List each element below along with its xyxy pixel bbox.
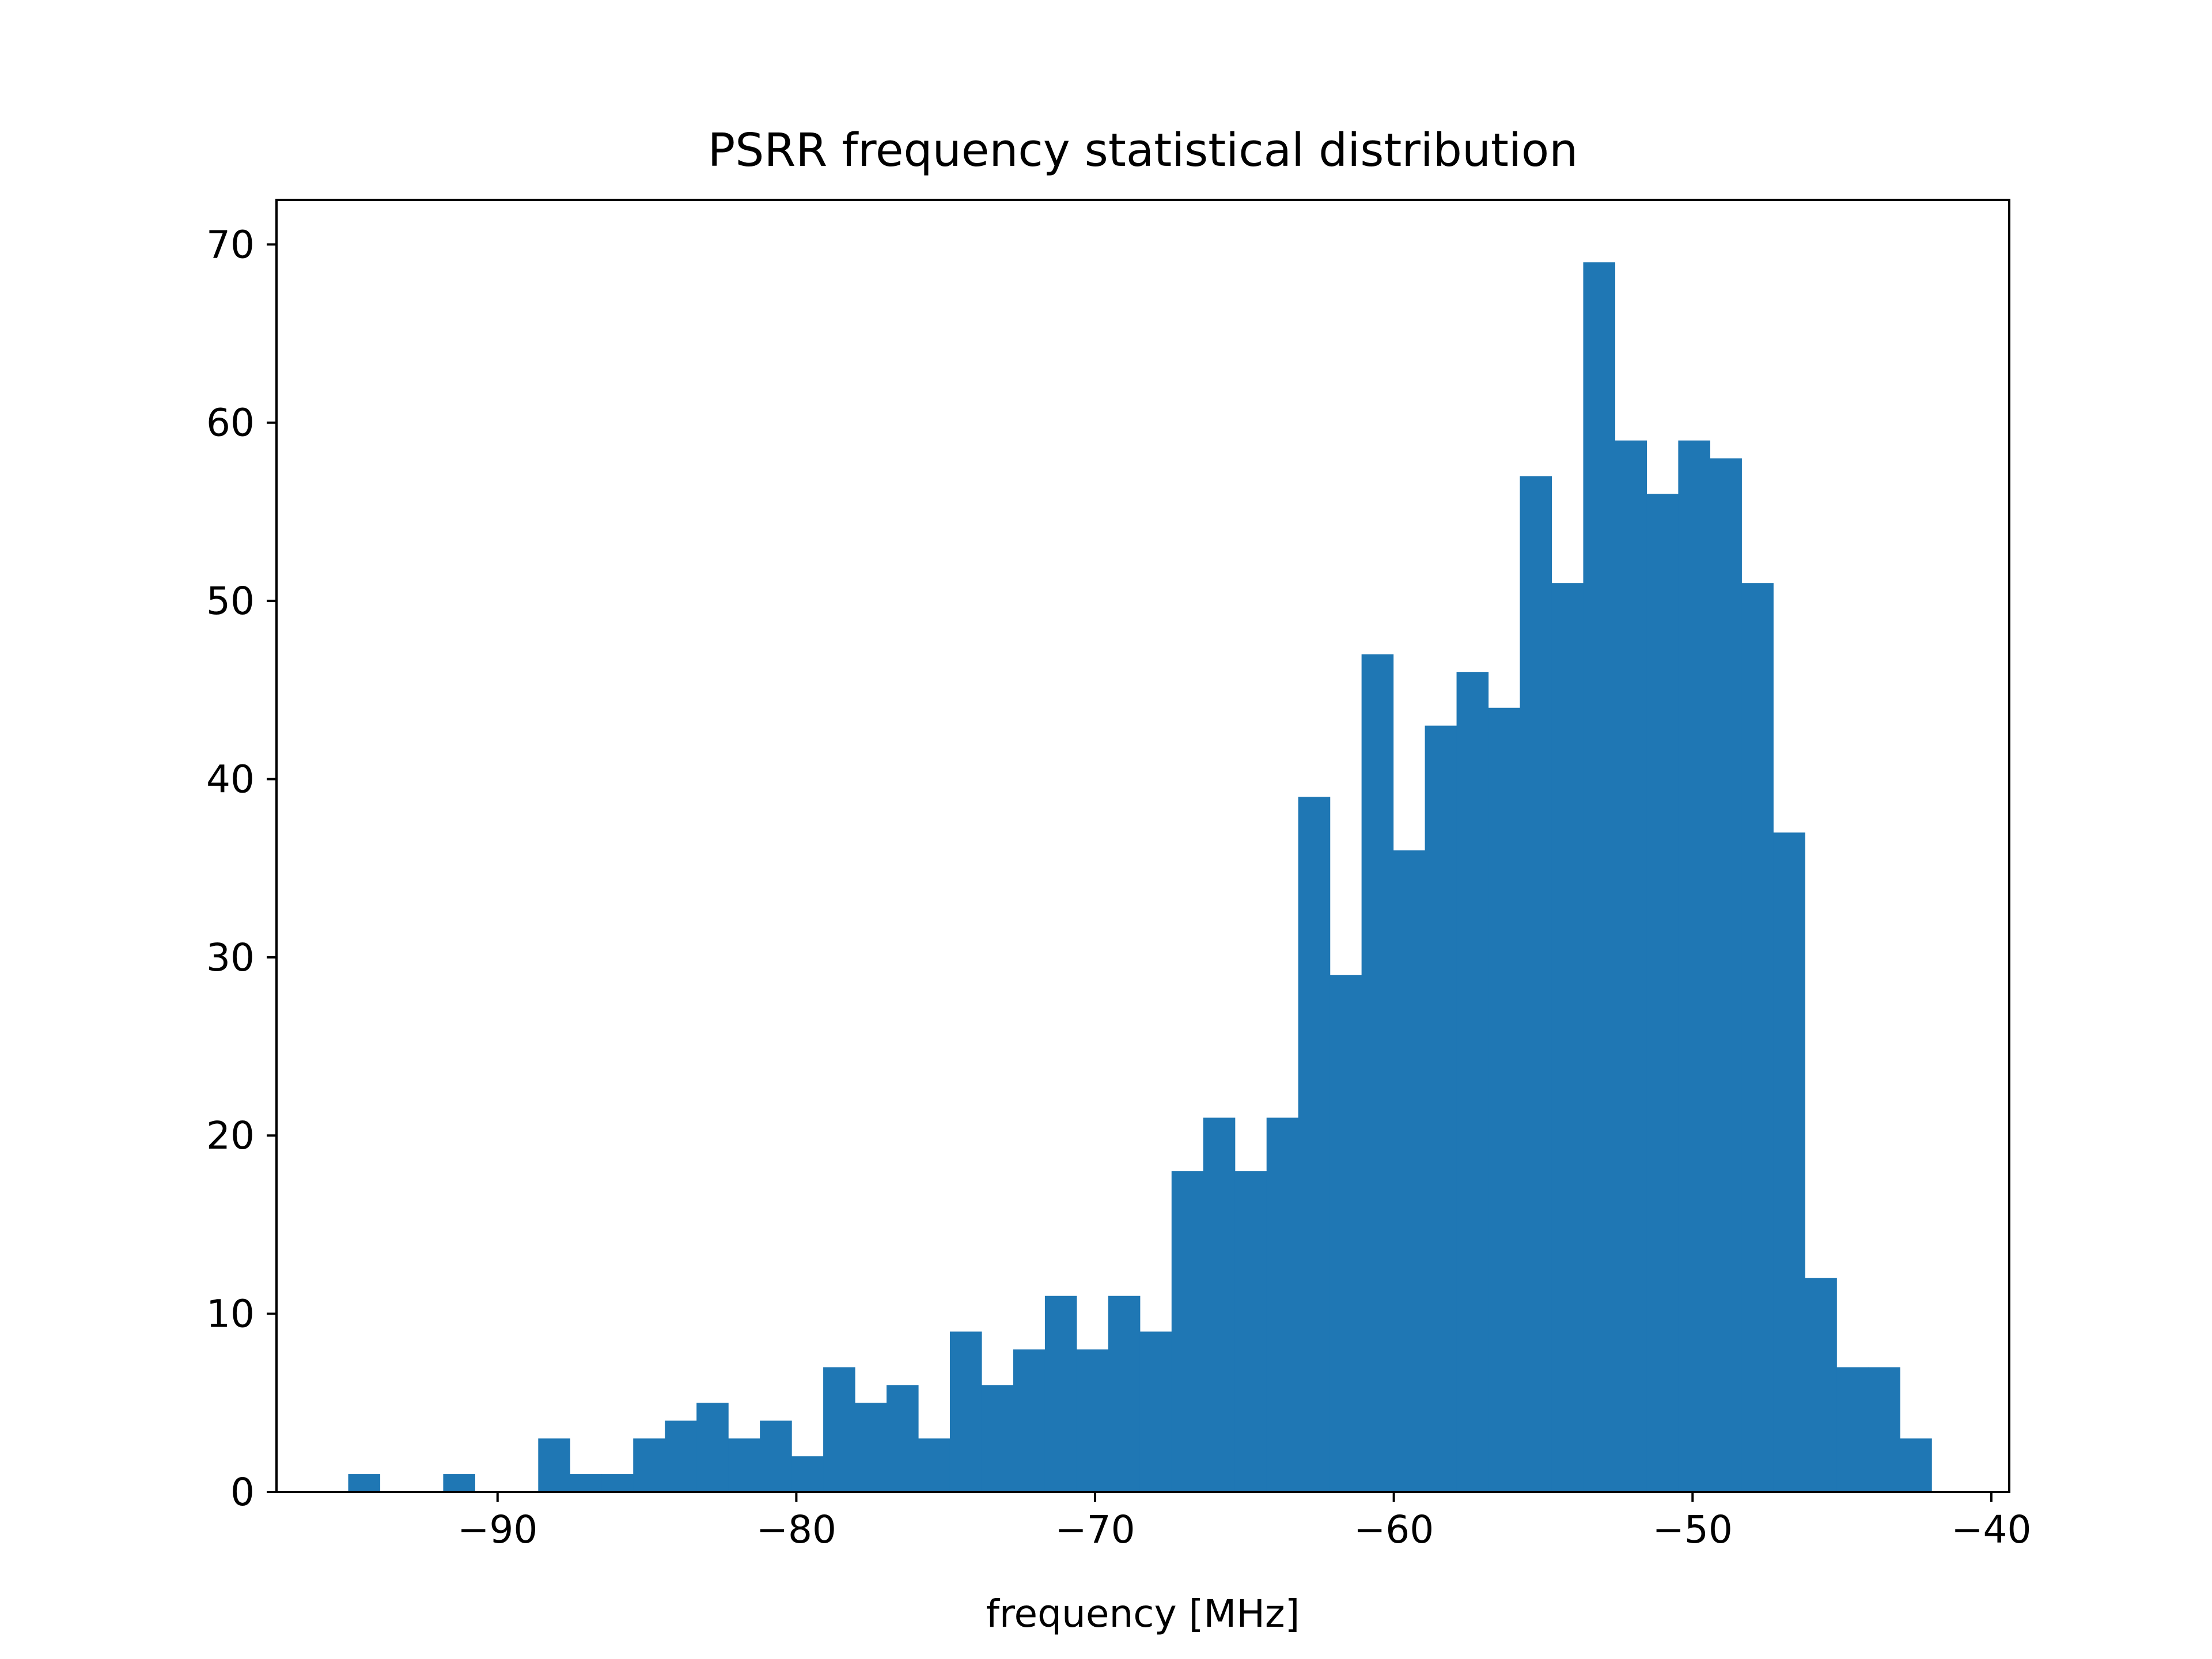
- y-tick-label: 60: [206, 401, 255, 445]
- histogram-bar: [1139, 1331, 1172, 1492]
- histogram-bar: [633, 1438, 665, 1492]
- x-tick-label: −50: [1653, 1508, 1733, 1552]
- histogram-bar: [1773, 832, 1805, 1492]
- histogram-bar: [1741, 583, 1774, 1492]
- histogram-bar: [1615, 440, 1647, 1492]
- histogram-bar: [1520, 476, 1552, 1493]
- x-tick-label: −60: [1354, 1508, 1434, 1552]
- histogram-bar: [1678, 440, 1710, 1492]
- histogram-bar: [1361, 654, 1394, 1492]
- histogram-bar: [1393, 850, 1426, 1492]
- y-axis: 0 10 20 30 40 50 60 70: [206, 222, 276, 1514]
- histogram-bar: [855, 1403, 887, 1492]
- histogram-bar: [1171, 1171, 1204, 1492]
- histogram-bar: [1203, 1118, 1236, 1492]
- y-tick-label: 20: [206, 1113, 255, 1158]
- x-tick-label: −70: [1055, 1508, 1135, 1552]
- y-tick-label: 10: [206, 1292, 255, 1336]
- histogram-bar: [1583, 262, 1616, 1493]
- histogram-bar: [1805, 1278, 1837, 1492]
- chart-title: PSRR frequency statistical distribution: [708, 124, 1578, 177]
- histogram-bar: [1646, 494, 1679, 1493]
- y-tick-label: 30: [206, 935, 255, 980]
- y-tick-label: 40: [206, 757, 255, 801]
- histogram-bar: [1551, 583, 1584, 1492]
- histogram-bar: [1868, 1367, 1900, 1492]
- histogram-bar: [696, 1403, 729, 1492]
- histogram-bar: [1044, 1296, 1077, 1492]
- histogram-bar: [1076, 1349, 1109, 1492]
- histogram-bar: [981, 1385, 1014, 1492]
- x-tick-label: −80: [756, 1508, 836, 1552]
- histogram-bar: [570, 1474, 602, 1492]
- histogram-bar: [918, 1438, 950, 1492]
- histogram-bar: [1488, 707, 1521, 1492]
- histogram-bar: [665, 1421, 697, 1492]
- histogram-bar: [1900, 1438, 1932, 1492]
- histogram-bar: [1710, 458, 1742, 1492]
- histogram-bar: [601, 1474, 634, 1492]
- histogram-bar: [823, 1367, 855, 1492]
- histogram-bar: [1330, 975, 1362, 1492]
- histogram-bar: [949, 1331, 982, 1492]
- x-tick-label: −40: [1951, 1508, 2031, 1552]
- y-tick-label: 0: [230, 1470, 255, 1514]
- y-tick-label: 70: [206, 222, 255, 267]
- histogram-bar: [1266, 1118, 1299, 1492]
- histogram-bar: [760, 1421, 792, 1492]
- histogram-bar: [791, 1456, 824, 1492]
- histogram-bar: [1836, 1367, 1869, 1492]
- histogram-bar: [728, 1438, 760, 1492]
- histogram-bar: [348, 1474, 381, 1492]
- histogram-bar: [887, 1385, 919, 1492]
- histogram-bar: [1108, 1296, 1141, 1492]
- y-tick-label: 50: [206, 579, 255, 623]
- histogram-bar: [1298, 797, 1331, 1492]
- x-axis-label: frequency [MHz]: [986, 1592, 1300, 1636]
- bars-group: [348, 262, 1932, 1493]
- plot-frame: [275, 199, 2010, 1493]
- histogram-bar: [1234, 1171, 1267, 1492]
- x-axis: −90 −80 −70 −60 −50 −40: [457, 1492, 2032, 1552]
- x-tick-label: −90: [457, 1508, 537, 1552]
- histogram-bar: [1456, 672, 1489, 1492]
- histogram-bar: [443, 1474, 475, 1492]
- histogram-bar: [538, 1438, 570, 1492]
- histogram-bar: [1013, 1349, 1046, 1492]
- histogram-bar: [1425, 725, 1457, 1492]
